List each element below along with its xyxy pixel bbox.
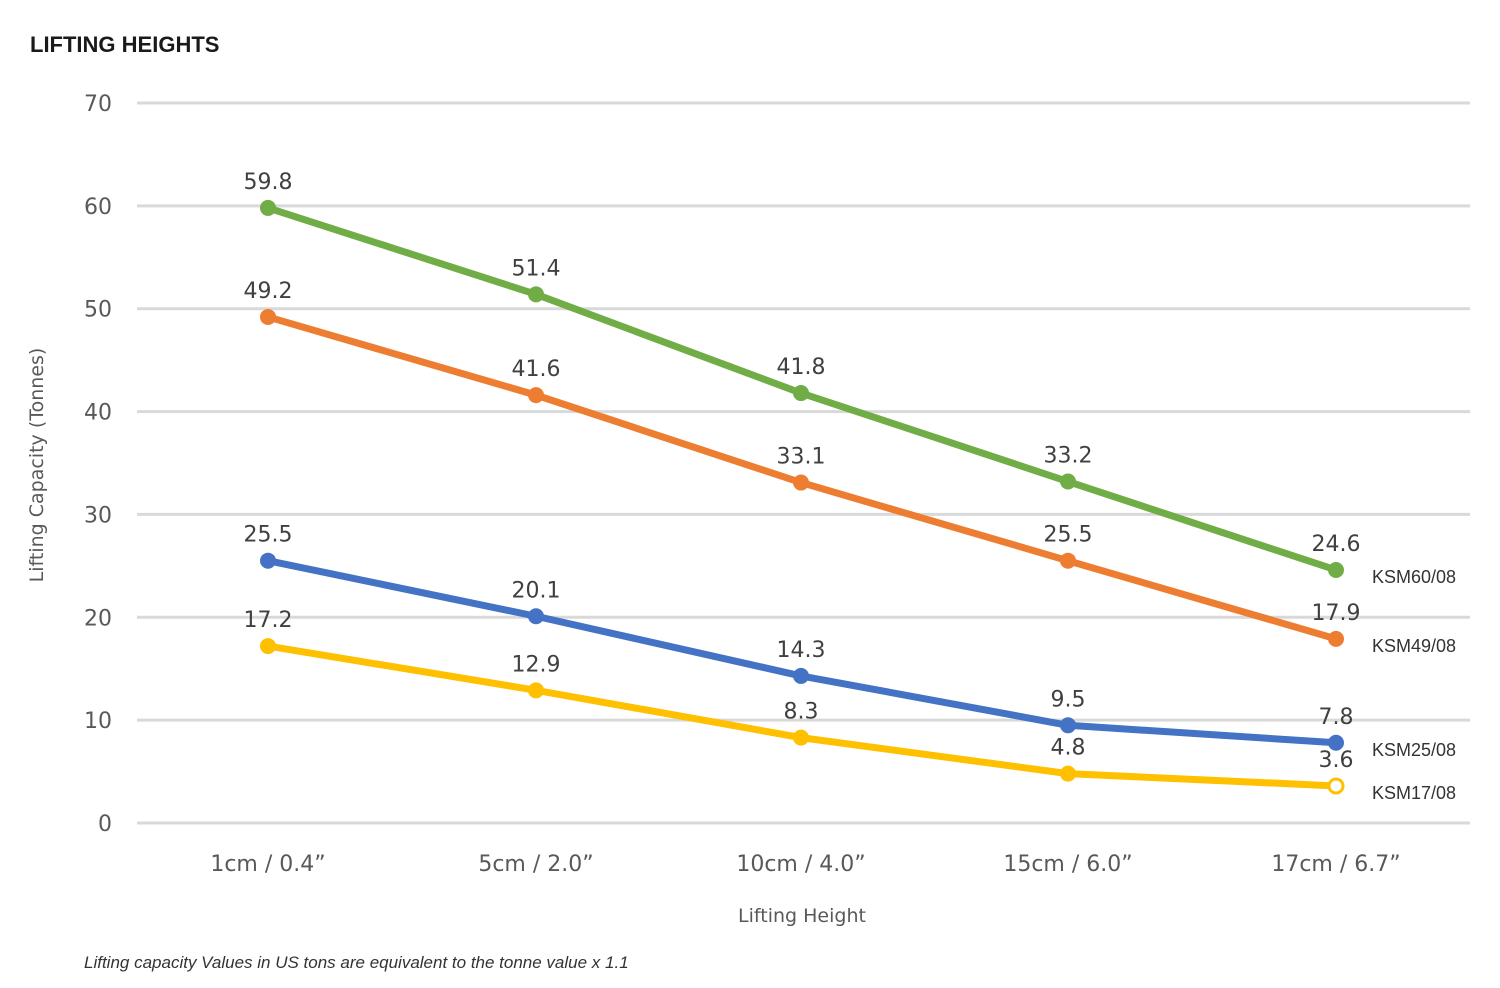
data-point [1060, 765, 1076, 782]
data-label: 12.9 [512, 652, 561, 677]
data-point [1328, 734, 1344, 751]
y-axis-ticks: 0 10 20 30 40 50 60 70 [84, 92, 112, 837]
data-label: 51.4 [512, 256, 561, 281]
y-axis-label: Lifting Capacity (Tonnes) [26, 348, 48, 583]
data-label: 20.1 [512, 578, 561, 603]
data-point [260, 308, 276, 325]
y-tick-label: 60 [84, 195, 112, 220]
data-point [1060, 717, 1076, 734]
y-tick-label: 40 [84, 401, 112, 426]
data-label: 24.6 [1312, 532, 1361, 557]
series-name-label: KSM49/08 [1372, 636, 1456, 656]
data-point [793, 385, 809, 402]
data-point [528, 387, 544, 404]
data-label: 17.9 [1312, 601, 1361, 626]
data-label: 9.5 [1051, 687, 1086, 712]
series-name-label: KSM17/08 [1372, 783, 1456, 803]
data-label: 49.2 [244, 279, 293, 304]
data-point [260, 638, 276, 655]
data-label: 25.5 [244, 523, 293, 548]
data-point [260, 199, 276, 216]
data-label: 14.3 [777, 638, 826, 663]
footnote: Lifting capacity Values in US tons are e… [84, 953, 629, 972]
series-name-label: KSM60/08 [1372, 567, 1456, 587]
data-point [793, 474, 809, 491]
data-point [528, 286, 544, 303]
data-label: 41.6 [512, 357, 561, 382]
data-point [528, 682, 544, 699]
data-label: 41.8 [777, 355, 826, 380]
data-label: 4.8 [1051, 736, 1086, 761]
x-tick-label: 17cm / 6.7” [1271, 852, 1400, 877]
gridlines [137, 101, 1470, 825]
x-tick-label: 5cm / 2.0” [478, 852, 593, 877]
data-point [1060, 552, 1076, 569]
chart-title: LIFTING HEIGHTS [30, 32, 219, 57]
data-label: 33.2 [1044, 444, 1093, 469]
data-point [793, 667, 809, 684]
series-name-label: KSM25/08 [1372, 740, 1456, 760]
data-label: 25.5 [1044, 523, 1093, 548]
data-label: 7.8 [1319, 705, 1354, 730]
y-tick-label: 30 [84, 503, 112, 528]
data-label: 8.3 [784, 700, 819, 725]
data-point [260, 552, 276, 569]
x-axis-ticks: 1cm / 0.4” 5cm / 2.0” 10cm / 4.0” 15cm / 6.… [210, 852, 1400, 877]
y-tick-label: 10 [84, 709, 112, 734]
x-tick-label: 10cm / 4.0” [736, 852, 865, 877]
x-tick-label: 15cm / 6.0” [1003, 852, 1132, 877]
data-point [1060, 473, 1076, 490]
data-label: 3.6 [1319, 748, 1354, 773]
data-label: 17.2 [244, 608, 293, 633]
data-label: 33.1 [777, 445, 826, 470]
data-point [1328, 630, 1344, 647]
data-label: 59.8 [244, 170, 293, 195]
data-point [528, 608, 544, 625]
y-tick-label: 50 [84, 298, 112, 323]
x-tick-label: 1cm / 0.4” [210, 852, 325, 877]
y-tick-label: 70 [84, 92, 112, 117]
y-tick-label: 20 [84, 606, 112, 631]
series-lines [260, 199, 1345, 795]
data-point [1327, 777, 1345, 795]
data-point [1328, 561, 1344, 578]
data-labels: 59.8 51.4 41.8 33.2 24.6 KSM60/08 49.2 41.6 33.1… [244, 170, 1457, 803]
data-point [793, 729, 809, 746]
x-axis-label: Lifting Height [738, 905, 866, 927]
y-tick-label: 0 [98, 812, 112, 837]
